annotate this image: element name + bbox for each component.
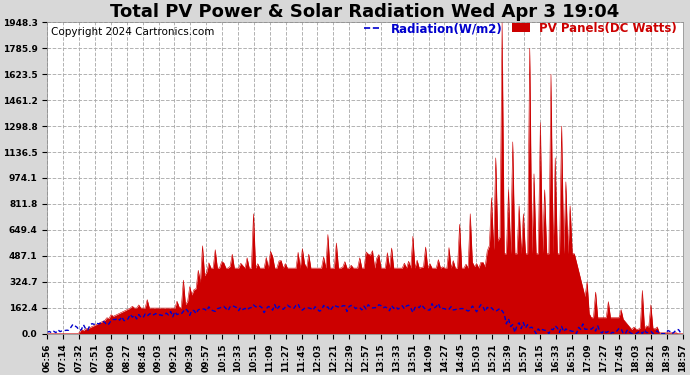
Title: Total PV Power & Solar Radiation Wed Apr 3 19:04: Total PV Power & Solar Radiation Wed Apr… [110, 3, 620, 21]
Text: Copyright 2024 Cartronics.com: Copyright 2024 Cartronics.com [50, 27, 214, 37]
Legend: Radiation(W/m2), PV Panels(DC Watts): Radiation(W/m2), PV Panels(DC Watts) [364, 22, 677, 35]
